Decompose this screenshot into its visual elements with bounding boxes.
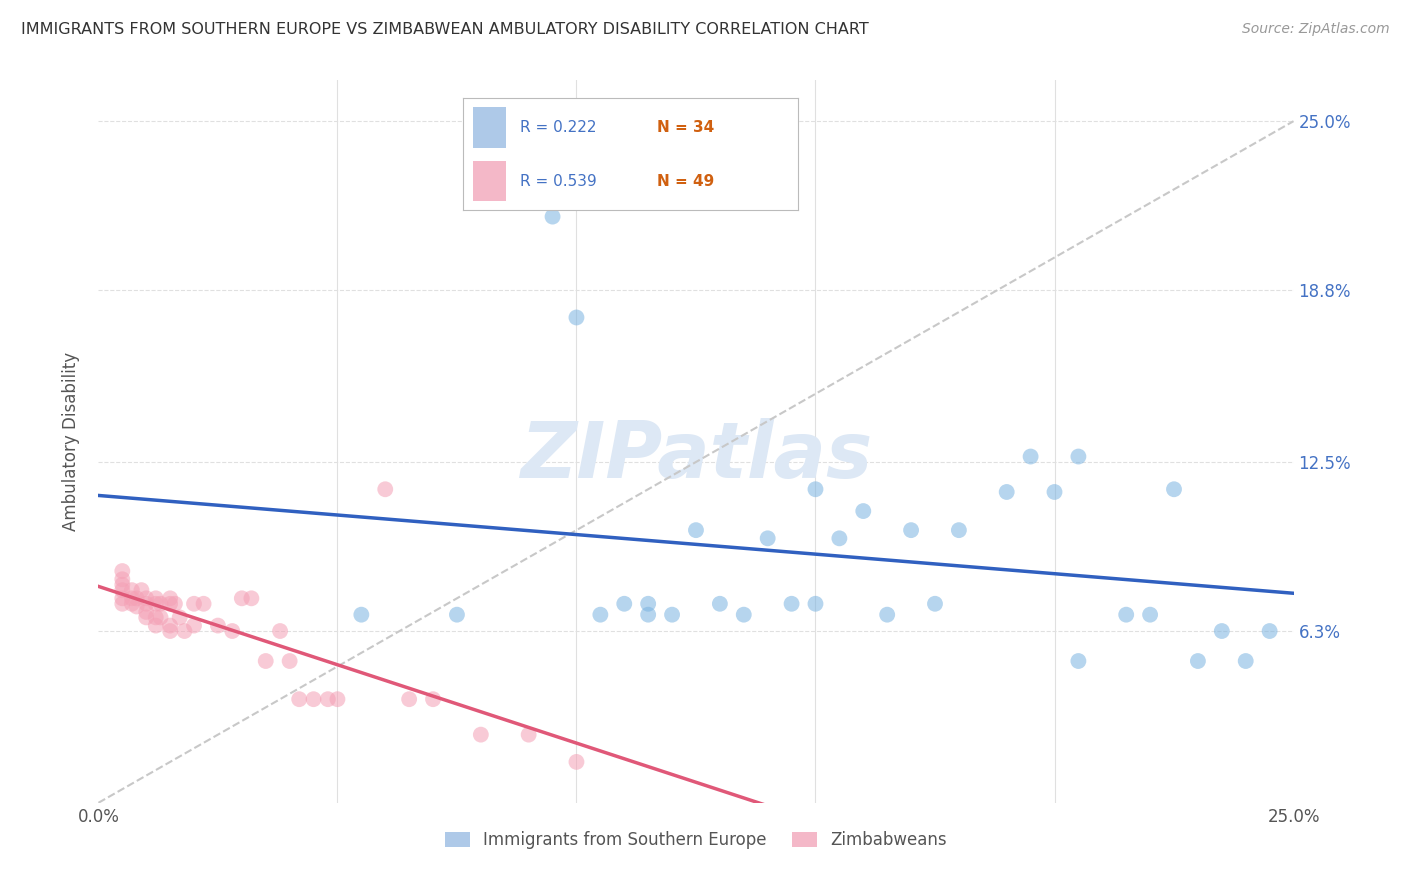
Legend: Immigrants from Southern Europe, Zimbabweans: Immigrants from Southern Europe, Zimbabw… [439,824,953,856]
Point [159,618,181,632]
Text: Source: ZipAtlas.com: Source: ZipAtlas.com [1241,22,1389,37]
Point [613,597,636,611]
Point [1234,654,1257,668]
Point [302,692,325,706]
Point [374,482,396,496]
Point [111,577,134,591]
Point [145,591,167,606]
Point [780,597,803,611]
Point [135,605,157,619]
Point [111,572,134,586]
Point [852,504,875,518]
Point [517,728,540,742]
Point [541,210,564,224]
Point [398,692,420,706]
Point [121,597,143,611]
Point [1067,654,1090,668]
Point [183,597,205,611]
Point [207,618,229,632]
Point [125,591,148,606]
Point [231,591,253,606]
Point [661,607,683,622]
Point [111,564,134,578]
Point [828,532,851,546]
Point [163,597,186,611]
Point [183,618,205,632]
Point [1163,482,1185,496]
Point [135,591,157,606]
Point [159,597,181,611]
Point [145,618,167,632]
Point [135,597,157,611]
Point [240,591,263,606]
Point [135,610,157,624]
Point [254,654,277,668]
Point [637,607,659,622]
Point [350,607,373,622]
Point [756,532,779,546]
Point [145,597,167,611]
Point [288,692,311,706]
Text: ZIPatlas: ZIPatlas [520,418,872,494]
Point [316,692,339,706]
Point [221,624,243,638]
Text: IMMIGRANTS FROM SOUTHERN EUROPE VS ZIMBABWEAN AMBULATORY DISABILITY CORRELATION : IMMIGRANTS FROM SOUTHERN EUROPE VS ZIMBA… [21,22,869,37]
Point [111,591,134,606]
Point [709,597,731,611]
Point [269,624,291,638]
Point [1139,607,1161,622]
Point [804,597,827,611]
Point [159,591,181,606]
Point [169,610,191,624]
Point [733,607,755,622]
Point [278,654,301,668]
Point [121,591,143,606]
Point [589,607,612,622]
Point [159,624,181,638]
Point [121,583,143,598]
Point [637,597,659,611]
Point [326,692,349,706]
Point [149,597,172,611]
Point [995,485,1018,500]
Point [1115,607,1137,622]
Point [470,728,492,742]
Point [422,692,444,706]
Point [948,523,970,537]
Point [1211,624,1233,638]
Point [131,583,153,598]
Point [193,597,215,611]
Point [876,607,898,622]
Point [565,755,588,769]
Point [111,583,134,598]
Point [1258,624,1281,638]
Point [446,607,468,622]
Point [685,523,707,537]
Point [125,599,148,614]
Point [111,597,134,611]
Point [900,523,922,537]
Point [804,482,827,496]
Point [565,310,588,325]
Point [1187,654,1209,668]
Point [924,597,946,611]
Y-axis label: Ambulatory Disability: Ambulatory Disability [62,352,80,531]
Point [173,624,195,638]
Point [145,610,167,624]
Point [1019,450,1042,464]
Point [1043,485,1066,500]
Point [149,610,172,624]
Point [1067,450,1090,464]
